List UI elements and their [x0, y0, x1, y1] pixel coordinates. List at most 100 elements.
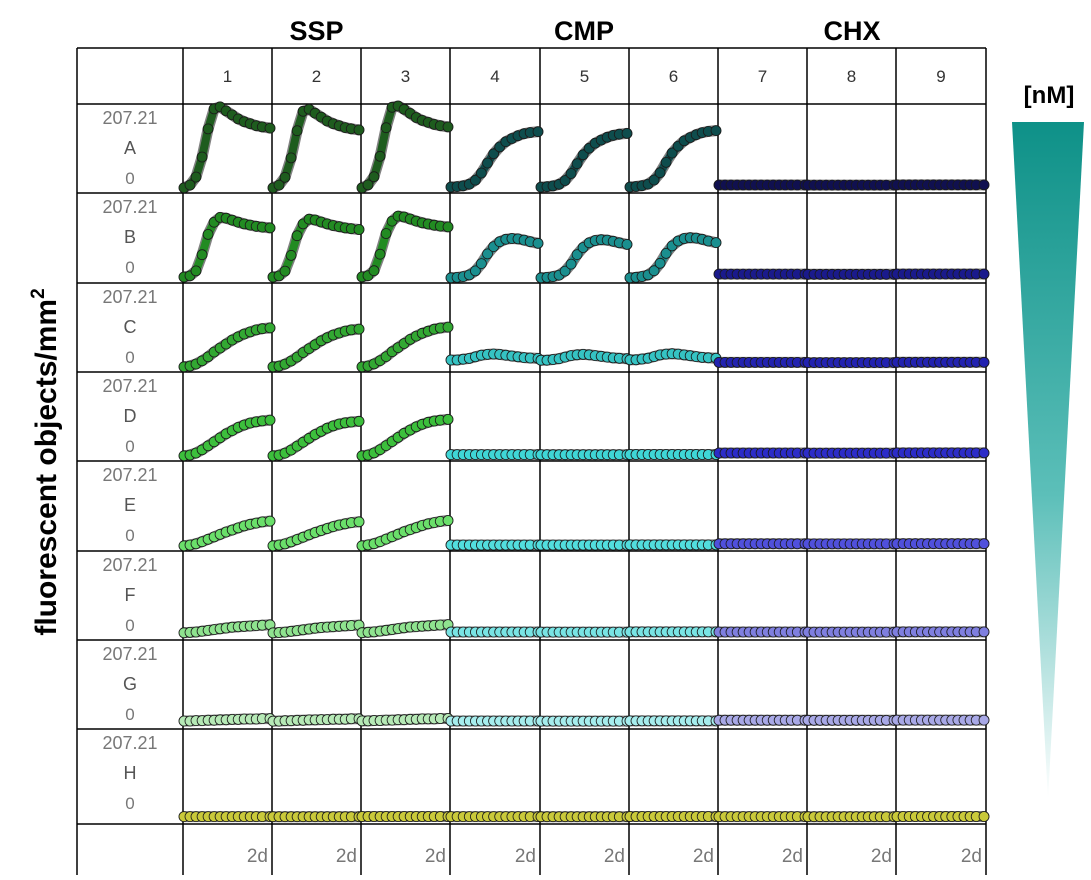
data-point-E2-14 — [353, 516, 365, 528]
series-line-A6 — [626, 126, 720, 191]
data-point-B5-5 — [565, 258, 577, 270]
y-min-tick-label: 0 — [125, 258, 134, 277]
column-header-1: 1 — [223, 67, 232, 86]
data-point-B3-3 — [374, 248, 386, 260]
data-point-B4-6 — [482, 248, 493, 260]
group-header-ssp: SSP — [289, 16, 343, 46]
data-point-B3-14 — [442, 221, 454, 233]
column-header-7: 7 — [758, 67, 767, 86]
y-min-tick-label: 0 — [125, 169, 134, 188]
data-point-B2-14 — [353, 224, 365, 235]
data-point-B1-14 — [264, 222, 276, 234]
data-point-A5-5 — [565, 168, 577, 179]
data-point-D2-14 — [353, 415, 365, 427]
column-header-9: 9 — [936, 67, 945, 86]
data-point-G9-14 — [978, 714, 990, 726]
data-point-A4-5 — [475, 167, 487, 179]
data-point-A6-4 — [648, 174, 660, 186]
data-point-A5-7 — [577, 149, 589, 161]
data-point-A3-14 — [442, 121, 454, 133]
data-point-A9-14 — [978, 179, 990, 191]
row-label-B: B — [124, 227, 136, 247]
data-point-B5-4 — [559, 265, 571, 277]
y-max-tick-label: 207.21 — [102, 733, 157, 753]
row-label-F: F — [125, 585, 136, 605]
y-axis-title-superscript: 2 — [28, 288, 49, 299]
data-point-A2-1 — [273, 179, 285, 191]
data-point-A5-14 — [621, 127, 633, 139]
data-point-A1-3 — [196, 151, 208, 163]
data-point-B4-5 — [475, 258, 487, 270]
data-point-A5-6 — [571, 158, 583, 170]
data-point-F9-14 — [978, 626, 990, 638]
x-end-tick-label: 2d — [604, 846, 625, 867]
data-point-B6-14 — [710, 237, 722, 249]
x-end-tick-label: 2d — [693, 846, 714, 867]
data-point-B6-5 — [654, 257, 666, 269]
x-end-tick-label: 2d — [782, 846, 803, 867]
data-point-A2-3 — [285, 152, 297, 164]
data-point-B4-14 — [532, 237, 544, 249]
data-point-B6-4 — [648, 265, 660, 277]
y-max-tick-label: 207.21 — [102, 197, 157, 217]
data-point-C1-14 — [264, 322, 276, 334]
data-point-D3-14 — [442, 413, 454, 425]
data-point-A1-14 — [264, 122, 276, 134]
y-max-tick-label: 207.21 — [102, 376, 157, 396]
data-point-A1-2 — [190, 171, 202, 183]
concentration-gradient-wedge — [1012, 122, 1084, 800]
y-min-tick-label: 0 — [125, 794, 134, 813]
data-point-A2-14 — [353, 124, 365, 136]
data-point-D9-14 — [978, 447, 990, 459]
data-point-C3-14 — [442, 321, 454, 333]
data-point-E3-14 — [442, 515, 454, 526]
x-end-tick-label: 2d — [961, 846, 982, 867]
row-label-E: E — [124, 495, 136, 515]
plate-grid — [76, 47, 987, 875]
concentration-label: [nM] — [1024, 82, 1075, 109]
data-point-A3-1 — [362, 179, 374, 191]
data-point-B3-2 — [368, 265, 380, 277]
data-point-A1-1 — [184, 179, 196, 191]
data-point-A1-4 — [202, 123, 214, 135]
data-point-A3-2 — [368, 171, 380, 183]
curve-layer — [178, 100, 990, 823]
data-point-B1-3 — [196, 249, 208, 261]
column-header-4: 4 — [490, 67, 499, 86]
y-axis-title: fluorescent objects/mm2 — [28, 288, 63, 635]
x-end-tick-label: 2d — [336, 846, 357, 867]
row-label-D: D — [124, 406, 137, 426]
data-point-A4-6 — [482, 157, 493, 169]
y-min-tick-label: 0 — [125, 616, 134, 635]
group-header-chx: CHX — [823, 16, 880, 46]
row-label-C: C — [124, 317, 137, 337]
data-point-B2-3 — [285, 249, 297, 261]
data-point-H9-14 — [978, 811, 990, 822]
data-point-B2-2 — [279, 265, 291, 277]
group-header-cmp: CMP — [554, 16, 614, 46]
y-min-tick-label: 0 — [125, 437, 134, 456]
column-header-2: 2 — [312, 67, 321, 86]
y-max-tick-label: 207.21 — [102, 644, 157, 664]
data-point-E9-14 — [978, 538, 990, 550]
row-label-H: H — [124, 763, 137, 783]
y-max-tick-label: 207.21 — [102, 108, 157, 128]
label-layer: SSP CMP CHX 1 2 3 4 5 6 7 8 9 207.21 A 0 207.21 B 0 207.21… — [102, 16, 982, 867]
y-max-tick-label: 207.21 — [102, 465, 157, 485]
column-header-5: 5 — [580, 67, 589, 86]
row-label-A: A — [124, 138, 136, 158]
data-point-B1-4 — [202, 228, 214, 240]
data-point-A2-2 — [279, 171, 291, 183]
data-point-B2-4 — [291, 230, 303, 242]
y-max-tick-label: 207.21 — [102, 555, 157, 575]
data-point-A4-4 — [469, 174, 481, 186]
x-end-tick-label: 2d — [425, 846, 446, 867]
data-point-A3-4 — [380, 122, 392, 134]
data-point-A6-14 — [710, 125, 722, 137]
data-point-A4-14 — [532, 126, 544, 138]
data-point-A5-4 — [559, 175, 571, 186]
data-point-C9-14 — [978, 356, 990, 368]
x-end-tick-label: 2d — [871, 846, 892, 867]
